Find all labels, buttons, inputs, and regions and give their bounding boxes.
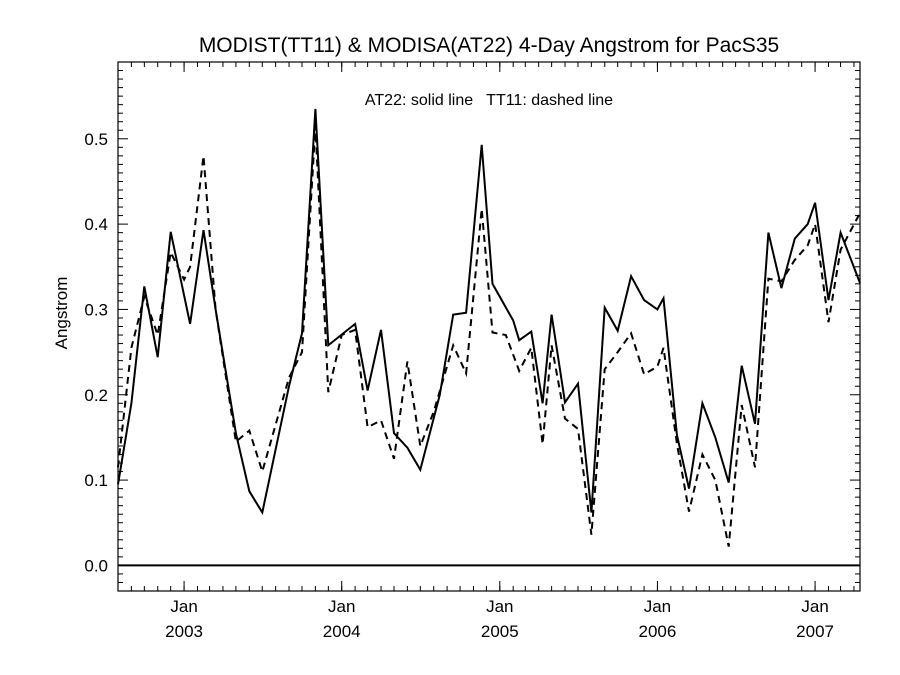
y-axis-label: Angstrom <box>52 277 71 350</box>
plot-frame <box>117 61 861 592</box>
x-tick-label-year: 2006 <box>639 622 677 641</box>
x-tick-label-month: Jan <box>170 597 197 616</box>
y-tick-label: 0.2 <box>84 386 108 405</box>
y-tick-label: 0.4 <box>84 215 108 234</box>
x-tick-label-month: Jan <box>328 597 355 616</box>
x-tick-label-year: 2007 <box>796 622 834 641</box>
x-tick-label-year: 2003 <box>165 622 203 641</box>
x-tick-label-month: Jan <box>486 597 513 616</box>
x-tick-label-year: 2005 <box>481 622 519 641</box>
y-tick-label: 0.3 <box>84 300 108 319</box>
y-tick-label: 0.5 <box>84 130 108 149</box>
series-line-at22 <box>117 108 861 516</box>
series-annotation: AT22: solid line TT11: dashed line <box>365 92 613 109</box>
series-lines <box>117 108 861 567</box>
chart-title: MODIST(TT11) & MODISA(AT22) 4-Day Angstr… <box>199 34 779 57</box>
axis-ticks: 0.0 0.1 0.2 0.3 0.4 0.5 Jan 2003 Jan 2004 Jan 2005 J… <box>84 62 860 641</box>
x-tick-label-month: Jan <box>801 597 828 616</box>
y-tick-label: 0.1 <box>84 471 108 490</box>
series-line-tt11 <box>117 125 861 547</box>
x-tick-label-month: Jan <box>644 597 671 616</box>
y-tick-label: 0.0 <box>84 556 108 575</box>
x-tick-label-year: 2004 <box>323 622 361 641</box>
